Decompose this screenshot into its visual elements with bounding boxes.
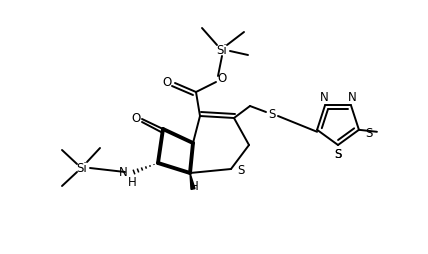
- Text: S: S: [365, 127, 373, 140]
- Text: O: O: [217, 71, 226, 85]
- Text: O: O: [162, 76, 172, 89]
- Text: N: N: [119, 166, 128, 179]
- Text: N: N: [348, 91, 356, 104]
- Polygon shape: [190, 173, 195, 189]
- Text: S: S: [237, 165, 245, 178]
- Text: H: H: [190, 180, 198, 193]
- Text: Si: Si: [217, 43, 227, 56]
- Text: S: S: [268, 107, 276, 120]
- Text: S: S: [334, 149, 342, 162]
- Text: H: H: [128, 177, 137, 189]
- Text: O: O: [131, 113, 141, 125]
- Text: N: N: [320, 91, 328, 104]
- Text: S: S: [334, 149, 342, 162]
- Text: Si: Si: [77, 162, 87, 174]
